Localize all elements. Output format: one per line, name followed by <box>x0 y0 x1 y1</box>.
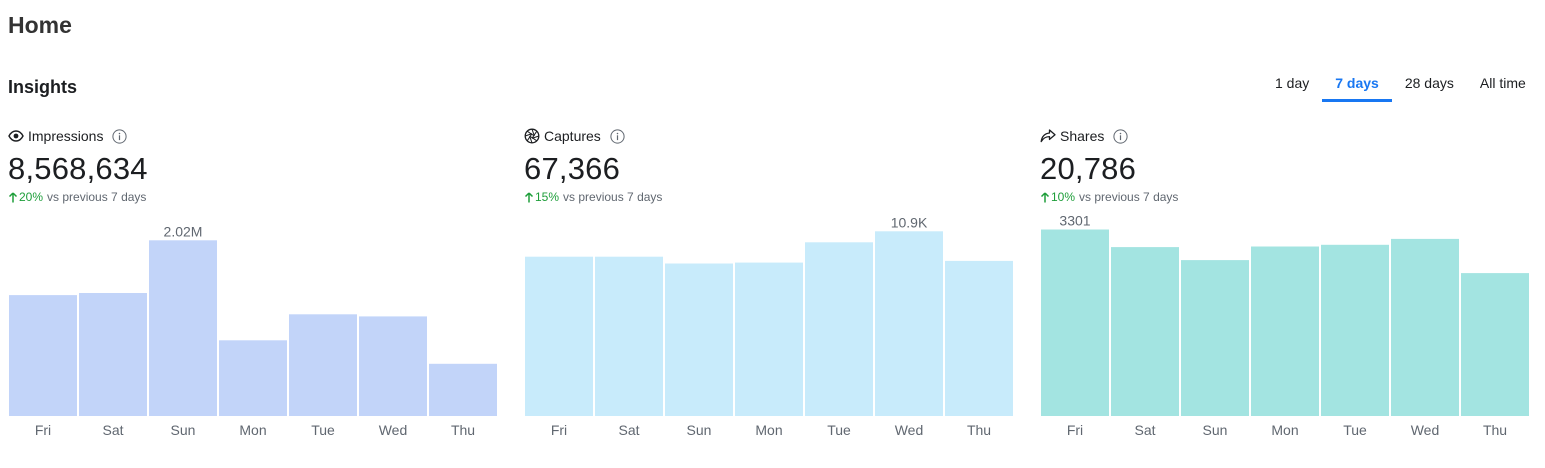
insights-title: Insights <box>8 77 78 97</box>
x-tick-label: Mon <box>755 422 782 438</box>
change-text: vs previous 7 days <box>1079 190 1179 204</box>
x-tick-label: Tue <box>1343 422 1367 438</box>
up-arrow-icon <box>524 191 534 203</box>
bar-sun[interactable] <box>665 263 733 417</box>
bar-thu[interactable] <box>945 260 1013 416</box>
up-arrow-icon <box>8 191 18 203</box>
captures-label: Captures <box>544 128 601 144</box>
x-tick-label: Sun <box>1203 422 1228 438</box>
shares-label: Shares <box>1060 128 1105 144</box>
bar-sun[interactable] <box>1181 260 1249 416</box>
x-tick-label: Mon <box>239 422 266 438</box>
captures-change: 15% vs previous 7 days <box>524 190 1014 204</box>
x-tick-label: Fri <box>551 422 567 438</box>
change-text: vs previous 7 days <box>47 190 147 204</box>
x-tick-label: Fri <box>35 422 51 438</box>
tab-all-time[interactable]: All time <box>1479 75 1526 91</box>
shares-total: 20,786 <box>1040 151 1137 186</box>
x-tick-label: Wed <box>379 422 408 438</box>
bar-thu[interactable] <box>429 363 497 416</box>
bar-sat[interactable] <box>79 293 147 416</box>
info-icon[interactable] <box>112 128 128 144</box>
bar-tue[interactable] <box>1321 244 1389 416</box>
bar-wed[interactable] <box>1391 238 1459 416</box>
change-percent: 20% <box>19 190 44 204</box>
change-percent: 10% <box>1051 190 1076 204</box>
x-tick-label: Sat <box>1134 422 1155 438</box>
impressions-total: 8,568,634 <box>8 151 148 186</box>
bar-wed[interactable] <box>875 231 943 416</box>
impressions-label: Impressions <box>28 128 104 144</box>
change-percent: 15% <box>535 190 560 204</box>
peak-value-label: 10.9K <box>891 216 928 230</box>
tab-1-day[interactable]: 1 day <box>1275 75 1310 91</box>
impressions-change: 20% vs previous 7 days <box>8 190 498 204</box>
captures-total: 67,366 <box>524 151 621 186</box>
aperture-icon <box>524 128 540 144</box>
share-icon <box>1040 128 1056 144</box>
shares-header: Shares <box>1040 126 1530 146</box>
shares-change: 10% vs previous 7 days <box>1040 190 1530 204</box>
x-tick-label: Sun <box>687 422 712 438</box>
impressions-header: Impressions <box>8 126 498 146</box>
impressions-panel: Impressions 8,568,634 20% vs previous 7 … <box>8 126 498 446</box>
x-tick-label: Thu <box>967 422 991 438</box>
info-icon[interactable] <box>610 128 625 144</box>
tab-28-days[interactable]: 28 days <box>1404 75 1454 91</box>
x-tick-label: Sat <box>618 422 639 438</box>
bar-mon[interactable] <box>1251 246 1319 417</box>
bar-tue[interactable] <box>289 314 357 416</box>
change-text: vs previous 7 days <box>563 190 663 204</box>
bar-mon[interactable] <box>735 262 803 416</box>
bar-mon[interactable] <box>219 340 287 416</box>
bar-fri[interactable] <box>1041 229 1109 417</box>
bar-sat[interactable] <box>595 256 663 416</box>
time-range-tabs: 1 day 7 days 28 days All time <box>1262 72 1539 102</box>
bar-fri[interactable] <box>525 256 593 416</box>
tab-7-days[interactable]: 7 days <box>1322 72 1392 102</box>
x-tick-label: Mon <box>1271 422 1298 438</box>
bar-thu[interactable] <box>1461 273 1529 416</box>
x-tick-label: Sat <box>102 422 123 438</box>
bar-wed[interactable] <box>359 316 427 416</box>
captures-header: Captures <box>524 126 1014 146</box>
bar-tue[interactable] <box>805 242 873 416</box>
x-tick-label: Tue <box>827 422 851 438</box>
shares-chart: Fri 3301 Sat Sun Mon Tue Wed Thu <box>1041 216 1529 438</box>
info-icon[interactable] <box>1113 128 1128 144</box>
eye-icon <box>8 128 24 144</box>
bar-fri[interactable] <box>9 295 77 416</box>
x-tick-label: Sun <box>171 422 196 438</box>
impressions-chart: Fri Sat Sun 2.02M Mon Tue Wed Thu <box>9 223 497 438</box>
bar-sat[interactable] <box>1111 247 1179 416</box>
x-tick-label: Thu <box>451 422 475 438</box>
captures-panel: Captures 67,366 15% vs previous 7 days F… <box>524 126 1014 446</box>
captures-chart: Fri Sat Sun Mon Tue Wed 10.9K Thu <box>525 216 1013 438</box>
peak-value-label: 3301 <box>1059 216 1090 229</box>
shares-panel: Shares 20,786 10% vs previous 7 days Fri… <box>1040 126 1530 446</box>
x-tick-label: Wed <box>895 422 924 438</box>
page-title: Home <box>8 12 72 38</box>
x-tick-label: Tue <box>311 422 335 438</box>
x-tick-label: Fri <box>1067 422 1083 438</box>
up-arrow-icon <box>1040 191 1050 203</box>
x-tick-label: Wed <box>1411 422 1440 438</box>
bar-sun[interactable] <box>149 240 217 416</box>
x-tick-label: Thu <box>1483 422 1507 438</box>
peak-value-label: 2.02M <box>164 223 203 239</box>
